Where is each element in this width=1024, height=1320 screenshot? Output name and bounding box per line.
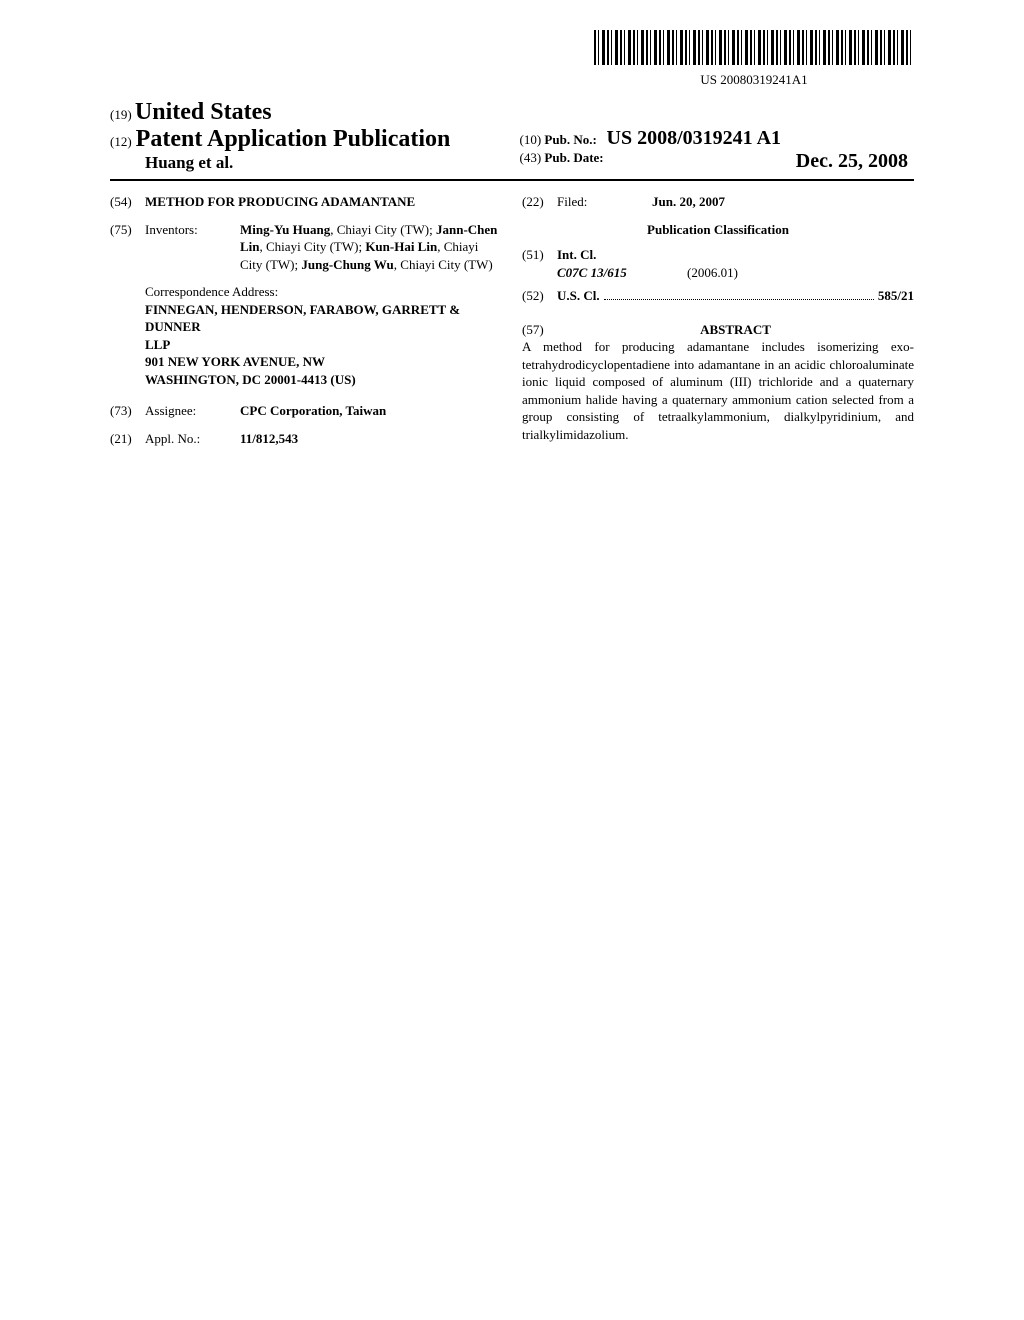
barcode-text: US 20080319241A1 bbox=[594, 72, 914, 88]
correspondence-name: FINNEGAN, HENDERSON, FARABOW, GARRETT & … bbox=[145, 301, 502, 336]
country-name: United States bbox=[135, 99, 272, 125]
abstract-label: ABSTRACT bbox=[557, 321, 914, 339]
appl-no-label: Appl. No.: bbox=[145, 430, 240, 448]
authors: Huang et al. bbox=[145, 153, 233, 172]
body-columns: (54) METHOD FOR PRODUCING ADAMANTANE (75… bbox=[110, 193, 914, 458]
pub-date-label: Pub. Date: bbox=[544, 150, 603, 165]
pub-date-value: Dec. 25, 2008 bbox=[796, 150, 914, 173]
code-21: (21) bbox=[110, 430, 145, 448]
filed-date: Jun. 20, 2007 bbox=[652, 193, 914, 211]
classification-heading: Publication Classification bbox=[522, 221, 914, 239]
header-right: (10) Pub. No.: US 2008/0319241 A1 (43) P… bbox=[505, 127, 915, 173]
code-75: (75) bbox=[110, 221, 145, 274]
left-column: (54) METHOD FOR PRODUCING ADAMANTANE (75… bbox=[110, 193, 502, 458]
code-51: (51) bbox=[522, 246, 557, 281]
inventor-2-loc: , Chiayi City (TW); bbox=[260, 239, 366, 254]
uscl-value: 585/21 bbox=[878, 287, 914, 305]
code-12: (12) bbox=[110, 134, 132, 149]
header-left: (19) United States (12) Patent Applicati… bbox=[110, 99, 505, 173]
assignee-value: CPC Corporation, Taiwan bbox=[240, 402, 502, 420]
invention-title: METHOD FOR PRODUCING ADAMANTANE bbox=[145, 193, 502, 211]
correspondence-label: Correspondence Address: bbox=[145, 283, 502, 301]
correspondence-addr2: WASHINGTON, DC 20001-4413 (US) bbox=[145, 371, 502, 389]
inventors-list: Ming-Yu Huang, Chiayi City (TW); Jann-Ch… bbox=[240, 221, 502, 274]
inventor-1-loc: , Chiayi City (TW); bbox=[330, 222, 436, 237]
intcl-label: Int. Cl. bbox=[557, 246, 914, 264]
code-43: (43) bbox=[520, 150, 542, 165]
inventor-4-loc: , Chiayi City (TW) bbox=[394, 257, 493, 272]
inventor-4-name: Jung-Chung Wu bbox=[301, 257, 393, 272]
right-column: (22) Filed: Jun. 20, 2007 Publication Cl… bbox=[522, 193, 914, 458]
code-73: (73) bbox=[110, 402, 145, 420]
correspondence-addr1: 901 NEW YORK AVENUE, NW bbox=[145, 353, 502, 371]
dotted-leader bbox=[604, 289, 874, 300]
inventor-1-name: Ming-Yu Huang bbox=[240, 222, 330, 237]
inventor-3-name: Kun-Hai Lin bbox=[365, 239, 437, 254]
assignee-label: Assignee: bbox=[145, 402, 240, 420]
pub-no-label: Pub. No.: bbox=[544, 132, 596, 147]
intcl-code: C07C 13/615 bbox=[557, 264, 687, 282]
pub-no-value: US 2008/0319241 A1 bbox=[607, 127, 781, 149]
header-row: (19) United States (12) Patent Applicati… bbox=[110, 99, 914, 181]
correspondence-block: Correspondence Address: FINNEGAN, HENDER… bbox=[145, 283, 502, 388]
barcode-graphic bbox=[594, 30, 914, 65]
code-22: (22) bbox=[522, 193, 557, 211]
appl-no-value: 11/812,543 bbox=[240, 430, 502, 448]
barcode-section: US 20080319241A1 bbox=[110, 30, 914, 89]
code-10: (10) bbox=[520, 132, 542, 147]
code-19: (19) bbox=[110, 107, 132, 122]
code-52: (52) bbox=[522, 287, 557, 305]
intcl-year: (2006.01) bbox=[687, 264, 738, 282]
code-57: (57) bbox=[522, 321, 557, 339]
code-54: (54) bbox=[110, 193, 145, 211]
uscl-label: U.S. Cl. bbox=[557, 287, 600, 305]
correspondence-llp: LLP bbox=[145, 336, 502, 354]
publication-type: Patent Application Publication bbox=[136, 126, 451, 152]
inventors-label: Inventors: bbox=[145, 221, 240, 274]
filed-label: Filed: bbox=[557, 193, 652, 211]
abstract-text: A method for producing adamantane includ… bbox=[522, 338, 914, 443]
